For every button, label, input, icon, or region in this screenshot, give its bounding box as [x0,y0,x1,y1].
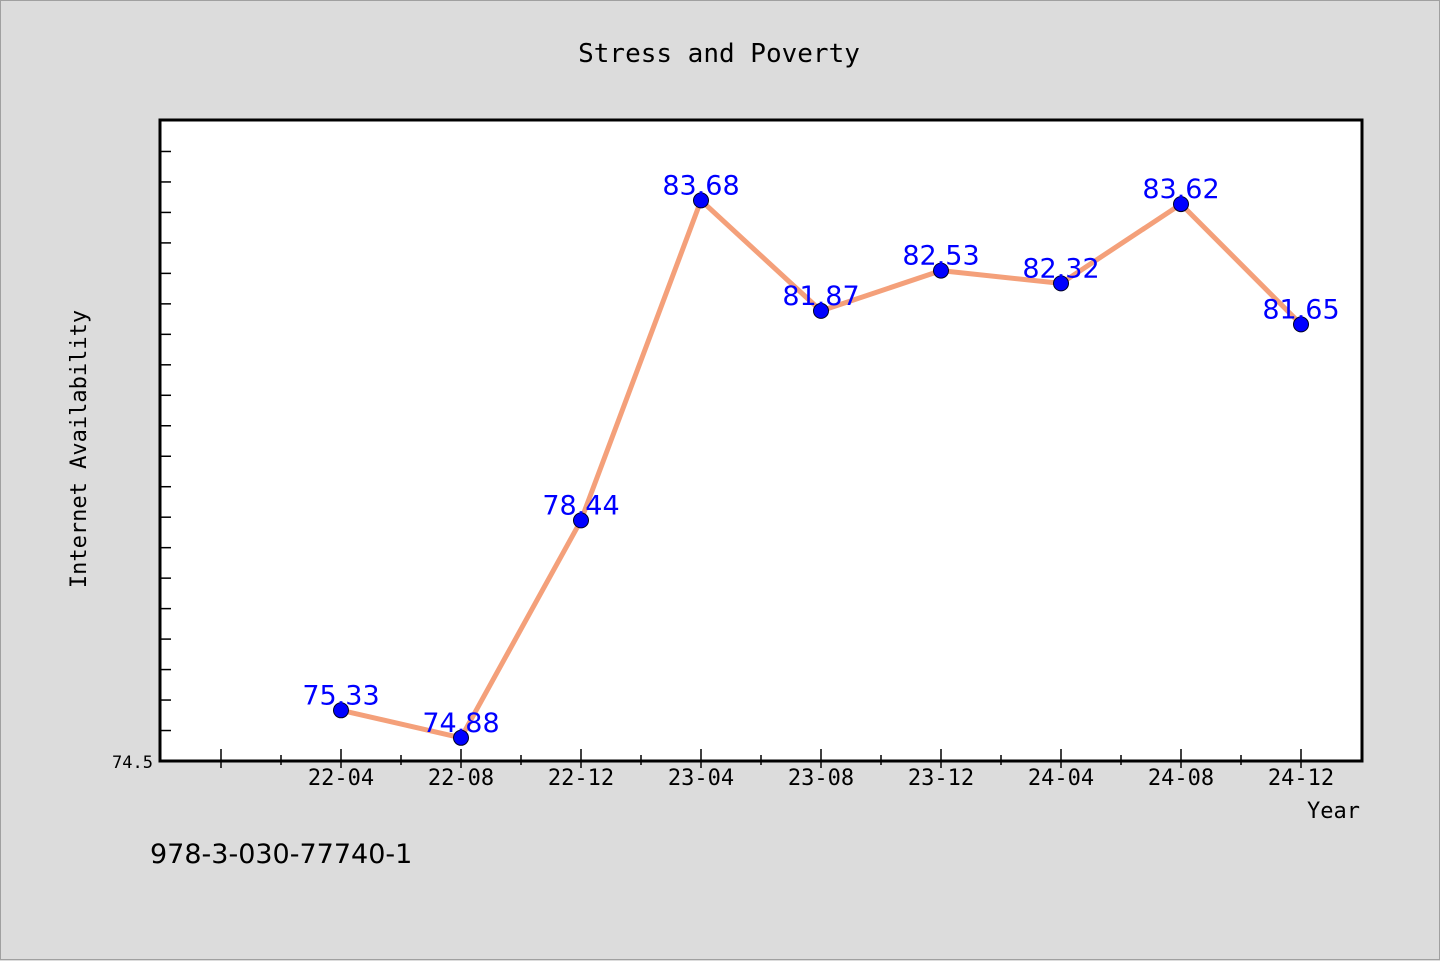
data-point-22-12 [573,512,589,529]
footer-isbn: 978-3-030-77740-1 [150,839,412,870]
data-label-22-04: 75.33 [302,680,379,711]
data-point-23-04 [693,192,709,209]
data-label-23-04: 83.68 [662,170,739,201]
data-label-24-04: 82.32 [1022,253,1099,284]
data-point-23-12 [933,262,949,279]
data-label-23-12: 82.53 [902,241,979,272]
x-tick-label-24-08: 24-08 [1148,766,1214,791]
data-label-22-12: 78.44 [542,490,619,521]
y-tick-label-min: 74.5 [112,753,153,773]
x-tick-label-22-08: 22-08 [428,766,494,791]
x-tick-label-24-04: 24-04 [1028,766,1094,791]
x-tick-label-23-08: 23-08 [788,766,854,791]
x-tick-label-24-12: 24-12 [1268,766,1334,791]
y-axis-label: Internet Availability [67,310,92,588]
data-label-22-08: 74.88 [422,708,499,739]
y-axis-ticks [161,150,171,732]
data-point-23-08 [813,302,829,319]
data-labels: 75.33 74.88 78.44 83.68 81.87 82.53 82.32 83.62… [302,170,1339,738]
data-point-24-04 [1053,275,1069,292]
x-axis-tick-labels: 22-04 22-08 22-12 23-04 23-08 23-12 24-04 24-08… [308,766,1334,791]
data-label-24-12: 81.65 [1262,294,1339,325]
x-tick-label-23-04: 23-04 [668,766,734,791]
data-markers [333,192,1309,746]
data-point-24-08 [1173,196,1189,213]
data-label-24-08: 83.62 [1142,174,1219,205]
data-label-23-08: 81.87 [782,281,859,312]
x-axis-label: Year [1307,799,1360,824]
data-point-24-12 [1293,316,1309,333]
plot-area [158,118,1364,763]
x-tick-label-22-04: 22-04 [308,766,374,791]
data-point-22-04 [333,702,349,719]
data-point-22-08 [453,729,469,746]
x-tick-label-22-12: 22-12 [548,766,614,791]
x-axis-ticks [220,749,1302,768]
x-tick-label-23-12: 23-12 [908,766,974,791]
chart-title: Stress and Poverty [578,39,860,69]
